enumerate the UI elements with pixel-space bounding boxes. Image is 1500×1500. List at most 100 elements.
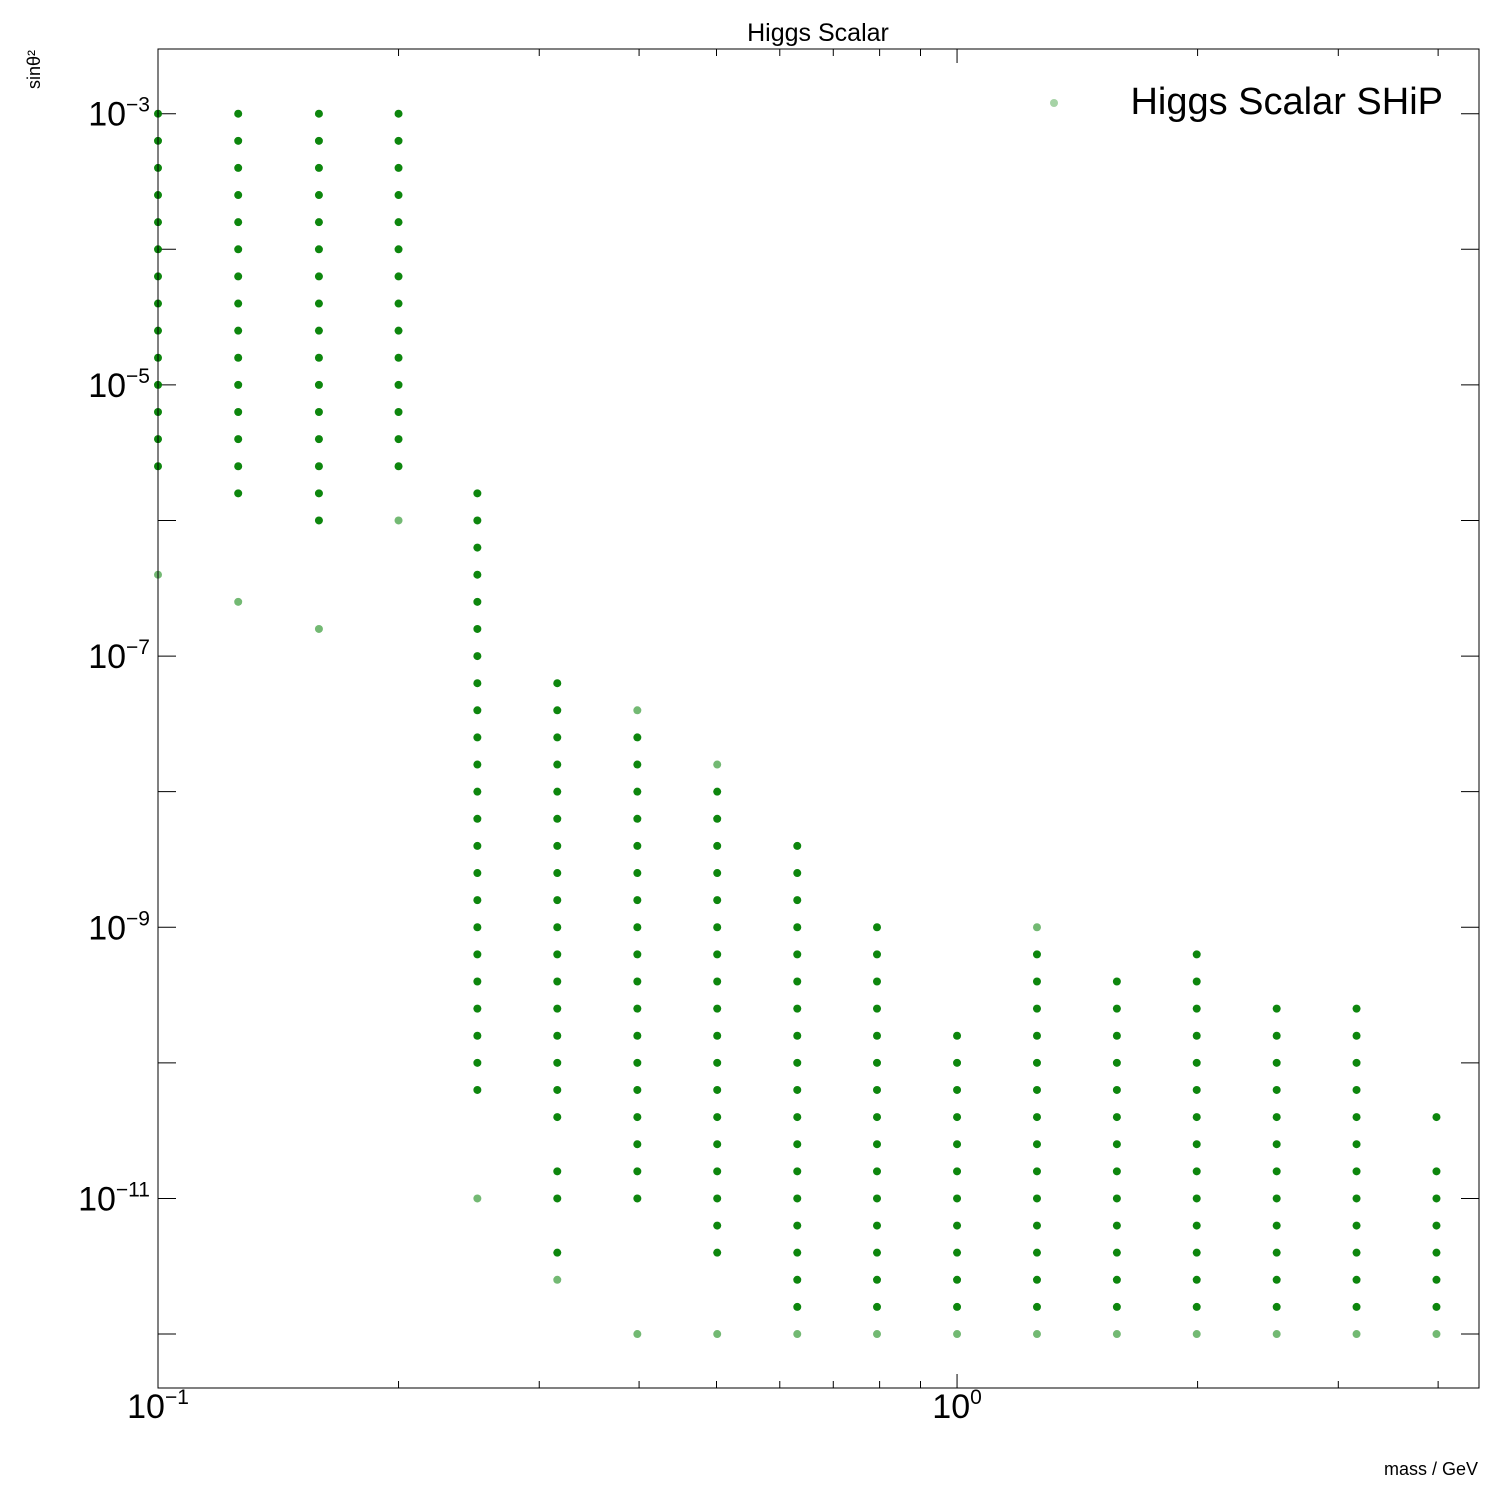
data-point: [1192, 1194, 1201, 1203]
data-point: [473, 516, 482, 525]
data-point: [1432, 1330, 1441, 1339]
chart-title: Higgs Scalar: [747, 19, 889, 47]
data-point: [713, 923, 722, 932]
data-point: [473, 597, 482, 606]
data-point: [234, 597, 243, 606]
data-point: [314, 326, 323, 335]
y-tick-label: 10−5: [88, 365, 150, 405]
data-point: [1272, 1140, 1281, 1149]
data-point: [394, 218, 403, 227]
data-point: [234, 245, 243, 254]
data-point: [473, 896, 482, 905]
data-point: [1192, 1221, 1201, 1230]
data-point: [394, 462, 403, 471]
data-point: [873, 923, 882, 932]
data-point: [1192, 1167, 1201, 1176]
data-point: [234, 489, 243, 498]
data-point: [713, 1004, 722, 1013]
data-point: [633, 814, 642, 823]
plot-frame: [157, 48, 1480, 1389]
data-point: [394, 408, 403, 417]
data-point: [713, 760, 722, 769]
data-point: [473, 733, 482, 742]
data-point: [314, 516, 323, 525]
data-point: [633, 1167, 642, 1176]
data-point: [633, 760, 642, 769]
data-point: [953, 1248, 962, 1257]
data-point: [1112, 1031, 1121, 1040]
data-point: [1272, 1275, 1281, 1284]
data-point: [473, 923, 482, 932]
data-point: [1272, 1194, 1281, 1203]
data-point: [793, 1004, 802, 1013]
data-point: [1192, 1058, 1201, 1067]
data-point: [793, 923, 802, 932]
data-point: [314, 136, 323, 145]
data-point: [1272, 1113, 1281, 1122]
data-point: [1032, 1275, 1041, 1284]
data-point: [553, 787, 562, 796]
data-point: [793, 1330, 802, 1339]
data-point: [553, 706, 562, 715]
data-point: [1272, 1221, 1281, 1230]
data-point: [473, 543, 482, 552]
data-point: [793, 869, 802, 878]
data-point: [1352, 1248, 1361, 1257]
data-point: [1192, 1140, 1201, 1149]
data-point: [553, 1058, 562, 1067]
data-point: [633, 1031, 642, 1040]
data-point: [713, 896, 722, 905]
data-point: [793, 1058, 802, 1067]
data-point: [713, 1330, 722, 1339]
data-point: [553, 950, 562, 959]
data-point: [873, 1248, 882, 1257]
data-point: [713, 1221, 722, 1230]
data-point: [394, 109, 403, 118]
data-point: [1432, 1275, 1441, 1284]
x-tick-label: 10−1: [127, 1386, 189, 1426]
data-point: [394, 516, 403, 525]
data-point: [793, 1085, 802, 1094]
data-point: [314, 109, 323, 118]
data-point: [394, 245, 403, 254]
data-point: [1112, 1058, 1121, 1067]
data-point: [1352, 1085, 1361, 1094]
data-point: [633, 787, 642, 796]
data-point: [873, 1275, 882, 1284]
data-point: [793, 1194, 802, 1203]
data-point: [1112, 1004, 1121, 1013]
data-point: [314, 435, 323, 444]
data-point: [553, 1085, 562, 1094]
data-point: [1192, 1085, 1201, 1094]
data-point: [873, 950, 882, 959]
x-tick-label: 100: [932, 1386, 982, 1426]
data-point: [873, 1113, 882, 1122]
data-point: [793, 1113, 802, 1122]
data-point: [873, 1302, 882, 1311]
axis-tick-labels: 10−1 100 10−3 10−5 10−7 10−9 10−11: [78, 94, 982, 1426]
data-point: [553, 869, 562, 878]
data-point: [873, 1221, 882, 1230]
legend-entry-higgs-scalar-ship: Higgs Scalar SHiP: [1130, 81, 1443, 123]
data-point: [1032, 950, 1041, 959]
data-point: [234, 136, 243, 145]
data-point: [633, 706, 642, 715]
data-point: [713, 841, 722, 850]
data-point: [633, 896, 642, 905]
data-point: [1352, 1330, 1361, 1339]
data-point: [793, 1167, 802, 1176]
data-point: [314, 272, 323, 281]
data-point: [953, 1140, 962, 1149]
data-point: [394, 299, 403, 308]
data-point: [314, 408, 323, 417]
data-point: [473, 652, 482, 661]
data-point: [1112, 1167, 1121, 1176]
data-point: [793, 841, 802, 850]
data-point: [314, 191, 323, 200]
data-point: [1272, 1248, 1281, 1257]
data-point: [873, 1167, 882, 1176]
data-point: [1032, 1004, 1041, 1013]
data-point: [953, 1221, 962, 1230]
data-point: [1192, 1302, 1201, 1311]
